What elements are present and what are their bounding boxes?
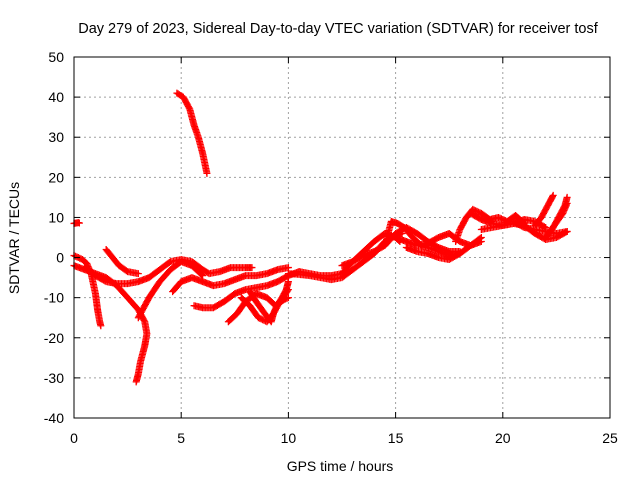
series-arc-8 — [169, 264, 292, 296]
x-tick-label: 20 — [495, 430, 511, 446]
series-arc-2 — [70, 252, 105, 330]
y-tick-label: -20 — [44, 330, 64, 346]
chart-title: Day 279 of 2023, Sidereal Day-to-day VTE… — [78, 21, 598, 37]
series-arc-17 — [392, 229, 485, 250]
series-arc-25 — [510, 217, 571, 237]
x-tick-label: 25 — [602, 430, 618, 446]
data-point-marker — [549, 191, 557, 199]
series-arc-14 — [295, 229, 404, 280]
x-tick-label: 15 — [388, 430, 404, 446]
data-point-marker — [284, 294, 292, 302]
y-tick-label: 0 — [56, 250, 64, 266]
x-tick-label: 5 — [177, 430, 185, 446]
series-arc-4 — [102, 246, 142, 278]
y-tick-label: 20 — [48, 169, 64, 185]
grid-lines — [74, 57, 610, 418]
data-point-marker — [563, 193, 571, 201]
x-axis-label: GPS time / hours — [287, 458, 394, 474]
series-arc-6 — [134, 258, 207, 322]
series-arc-12 — [237, 278, 292, 326]
series-arc-1 — [70, 219, 83, 227]
axis-ticks: 0 5 10 15 20 25 -40 -30 -20 -10 0 10 20 30 40 50 — [44, 49, 618, 446]
y-tick-label: 30 — [48, 129, 64, 145]
data-point-marker — [97, 322, 105, 330]
y-tick-label: -30 — [44, 370, 64, 386]
y-tick-label: -10 — [44, 290, 64, 306]
data-point-marker — [199, 272, 207, 280]
plot-frame — [73, 56, 611, 419]
data-point-marker — [563, 227, 571, 235]
series-arc-24 — [548, 193, 571, 233]
y-tick-label: 50 — [48, 49, 64, 65]
data-point-marker — [198, 271, 206, 279]
y-tick-label: 10 — [48, 209, 64, 225]
data-point-marker — [477, 234, 485, 241]
y-axis-label: SDTVAR / TECUs — [6, 182, 22, 294]
series-arc-18 — [402, 234, 485, 264]
data-point-marker — [284, 278, 292, 286]
y-tick-label: 40 — [48, 89, 64, 105]
x-tick-label: 10 — [281, 430, 297, 446]
series-arc-7 — [173, 89, 211, 177]
data-point-marker — [132, 378, 140, 386]
data-point-marker — [134, 270, 142, 278]
data-point-marker — [75, 219, 83, 227]
data-point-marker — [284, 264, 292, 272]
data-point-marker — [476, 234, 484, 242]
data-point-marker — [248, 264, 256, 272]
data-points — [70, 89, 571, 386]
series-arc-15 — [338, 223, 464, 270]
data-point-marker — [203, 169, 211, 177]
y-tick-label: -40 — [44, 410, 64, 426]
x-tick-label: 0 — [70, 430, 78, 446]
